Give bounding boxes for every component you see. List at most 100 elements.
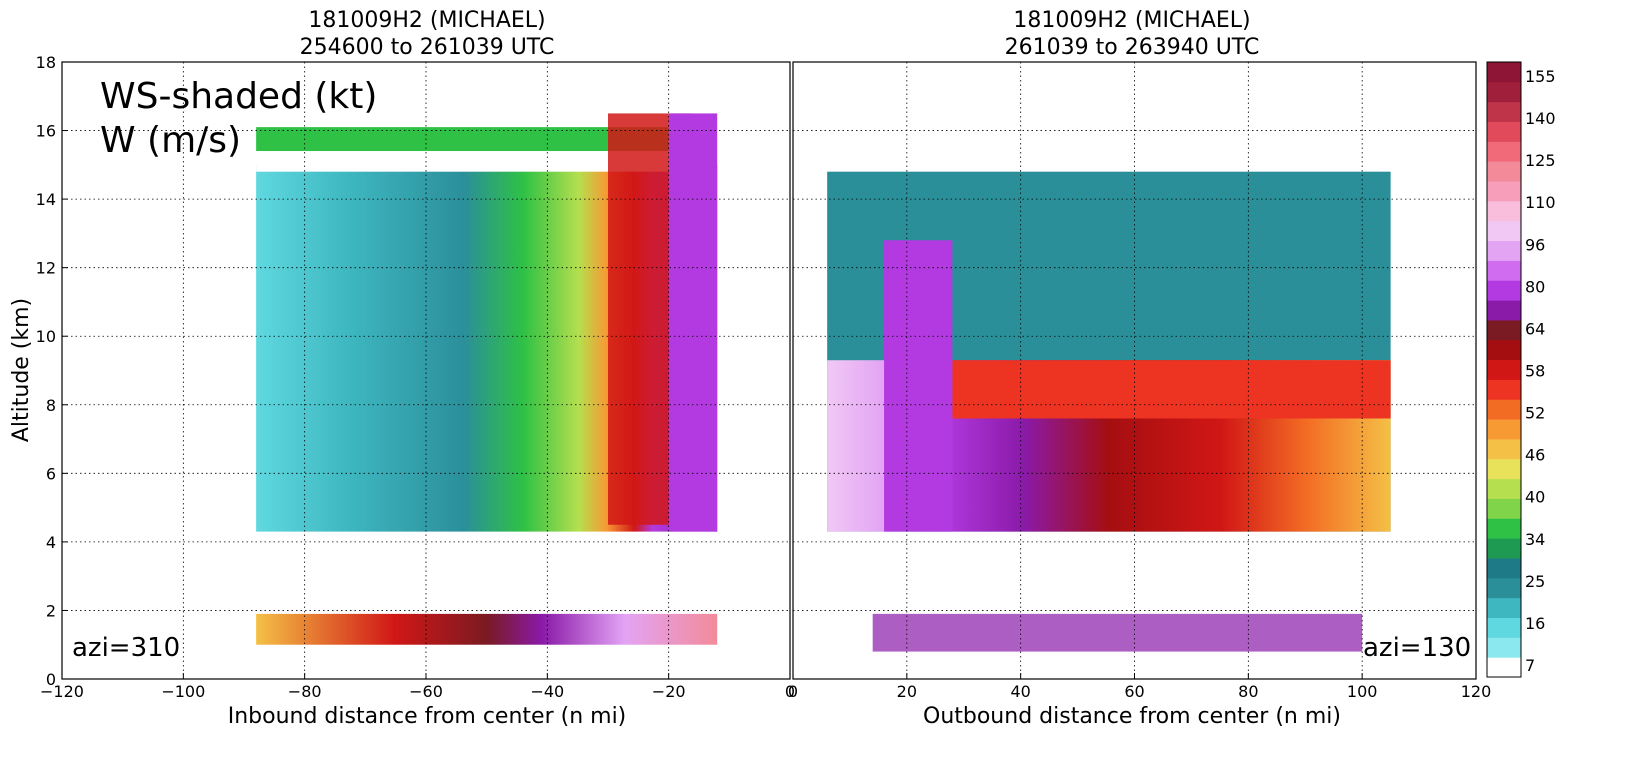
- y-tick-label: 8: [46, 396, 56, 415]
- colorbar-tick-label: 58: [1525, 362, 1545, 381]
- colorbar-band: [1487, 557, 1521, 579]
- x-tick-label: −40: [530, 682, 564, 701]
- x-ticks-outbound: 0 20 40 60 80 100 120: [788, 673, 1491, 701]
- x-tick-label: 80: [1238, 682, 1258, 701]
- colorbar-tick-label: 64: [1525, 319, 1545, 338]
- outflow-layer-inbound: [256, 127, 669, 152]
- x-tick-label: −80: [288, 682, 322, 701]
- outflow-layer-outbound: [952, 360, 1391, 419]
- colorbar-tick-label: 16: [1525, 614, 1545, 633]
- x-tick-label: 60: [1124, 682, 1144, 701]
- x-axis-label-inbound: Inbound distance from center (n mi): [228, 704, 627, 729]
- x-tick-label: 120: [1461, 682, 1492, 701]
- colorbar-tick-label: 140: [1525, 109, 1556, 128]
- colorbar-band: [1487, 260, 1521, 281]
- colorbar-tick-label: 25: [1525, 572, 1545, 591]
- colorbar-band: [1487, 538, 1521, 559]
- colorbar-tick-label: 7: [1525, 656, 1535, 675]
- wind-speed-field-outbound: [827, 171, 1391, 652]
- y-ticks-inbound: 0 2 4 6 8 10 12 14 16 18: [36, 53, 68, 689]
- colorbar-band: [1487, 240, 1521, 261]
- colorbar-bands: [1487, 62, 1521, 678]
- x-tick-label: 0: [788, 682, 798, 701]
- outflow-gap-inbound: [256, 151, 669, 172]
- y-tick-label: 18: [36, 53, 56, 72]
- wind-speed-field-inbound: [256, 113, 718, 645]
- colorbar-band: [1487, 62, 1521, 83]
- colorbar-band: [1487, 280, 1521, 301]
- colorbar-band: [1487, 419, 1521, 440]
- y-tick-label: 12: [36, 259, 56, 278]
- colorbar-band: [1487, 359, 1521, 380]
- annotation-w-units: W (m/s): [100, 120, 241, 161]
- x-tick-label: −100: [161, 682, 205, 701]
- x-tick-label: −20: [652, 682, 686, 701]
- colorbar-band: [1487, 101, 1521, 123]
- panel-outbound: 0 20 40 60 80 100 120 181009H2 (MICHAEL) 26103…: [788, 8, 1491, 729]
- colorbar-tick-label: 110: [1525, 193, 1556, 212]
- colorbar-tick-label: 96: [1525, 235, 1545, 254]
- chart-subtitle-outbound: 261039 to 263940 UTC: [1005, 35, 1260, 60]
- colorbar-tick-labels: 155 140 125 110 96 80 64 58 52 46 40 34 25 16 7: [1525, 67, 1556, 675]
- y-tick-label: 0: [46, 670, 56, 689]
- y-tick-label: 16: [36, 122, 56, 141]
- y-tick-label: 2: [46, 601, 56, 620]
- colorbar-band: [1487, 478, 1521, 499]
- colorbar-band: [1487, 518, 1521, 539]
- panel-inbound: −120 −100 −80 −60 −40 −20 0 0 2 4 6 8 10 12 14 16 18 18…: [9, 8, 795, 729]
- colorbar-band: [1487, 617, 1521, 638]
- eye-side-inbound: [668, 113, 718, 532]
- colorbar-band: [1487, 577, 1521, 599]
- x-tick-label: 40: [1010, 682, 1030, 701]
- annotation-azimuth-outbound: azi=130: [1363, 633, 1471, 663]
- colorbar-tick-label: 125: [1525, 151, 1556, 170]
- colorbar-band: [1487, 379, 1521, 400]
- x-tick-label: 0: [785, 682, 795, 701]
- colorbar-band: [1487, 181, 1521, 202]
- colorbar-band: [1487, 121, 1521, 142]
- low-level-strip-inbound: [256, 613, 718, 645]
- grid-inbound: [62, 62, 790, 679]
- x-axis-label-outbound: Outbound distance from center (n mi): [923, 704, 1341, 729]
- colorbar-tick-label: 40: [1525, 488, 1545, 507]
- colorbar-band: [1487, 657, 1521, 678]
- low-level-strip-outbound: [872, 613, 1363, 652]
- colorbar-band: [1487, 200, 1521, 222]
- x-tick-label: 20: [897, 682, 917, 701]
- colorbar-band: [1487, 161, 1521, 182]
- colorbar-band: [1487, 438, 1521, 460]
- y-axis-label: Altitude (km): [9, 298, 34, 442]
- colorbar-tick-label: 52: [1525, 404, 1545, 423]
- grid-outbound: [793, 62, 1476, 679]
- colorbar-band: [1487, 319, 1521, 341]
- chart-subtitle-inbound: 254600 to 261039 UTC: [300, 35, 555, 60]
- y-tick-label: 6: [46, 464, 56, 483]
- colorbar-band: [1487, 141, 1521, 162]
- y-tick-label: 14: [36, 190, 56, 209]
- colorbar: 155 140 125 110 96 80 64 58 52 46 40 34 25 16 7: [1486, 61, 1556, 678]
- y-tick-label: 4: [46, 533, 56, 552]
- x-tick-label: −60: [409, 682, 443, 701]
- colorbar-band: [1487, 498, 1521, 519]
- x-ticks-inbound: −120 −100 −80 −60 −40 −20 0: [40, 673, 795, 701]
- chart-title-outbound: 181009H2 (MICHAEL): [1013, 8, 1250, 33]
- colorbar-band: [1487, 399, 1521, 420]
- colorbar-tick-label: 46: [1525, 446, 1545, 465]
- colorbar-tick-label: 34: [1525, 530, 1545, 549]
- colorbar-band: [1487, 300, 1521, 321]
- colorbar-band: [1487, 220, 1521, 242]
- colorbar-band: [1487, 339, 1521, 361]
- y-tick-label: 10: [36, 327, 56, 346]
- colorbar-frame: [1486, 61, 1522, 678]
- x-tick-label: 100: [1347, 682, 1378, 701]
- colorbar-tick-label: 155: [1525, 67, 1556, 86]
- x-tick-label: −120: [40, 682, 84, 701]
- colorbar-band: [1487, 597, 1521, 618]
- annotation-ws-shaded: WS-shaded (kt): [100, 76, 377, 117]
- annotation-azimuth-inbound: azi=310: [72, 633, 180, 663]
- colorbar-band: [1487, 458, 1521, 480]
- eyewall-outbound: [884, 240, 953, 532]
- colorbar-band: [1487, 637, 1521, 658]
- colorbar-tick-label: 80: [1525, 277, 1545, 296]
